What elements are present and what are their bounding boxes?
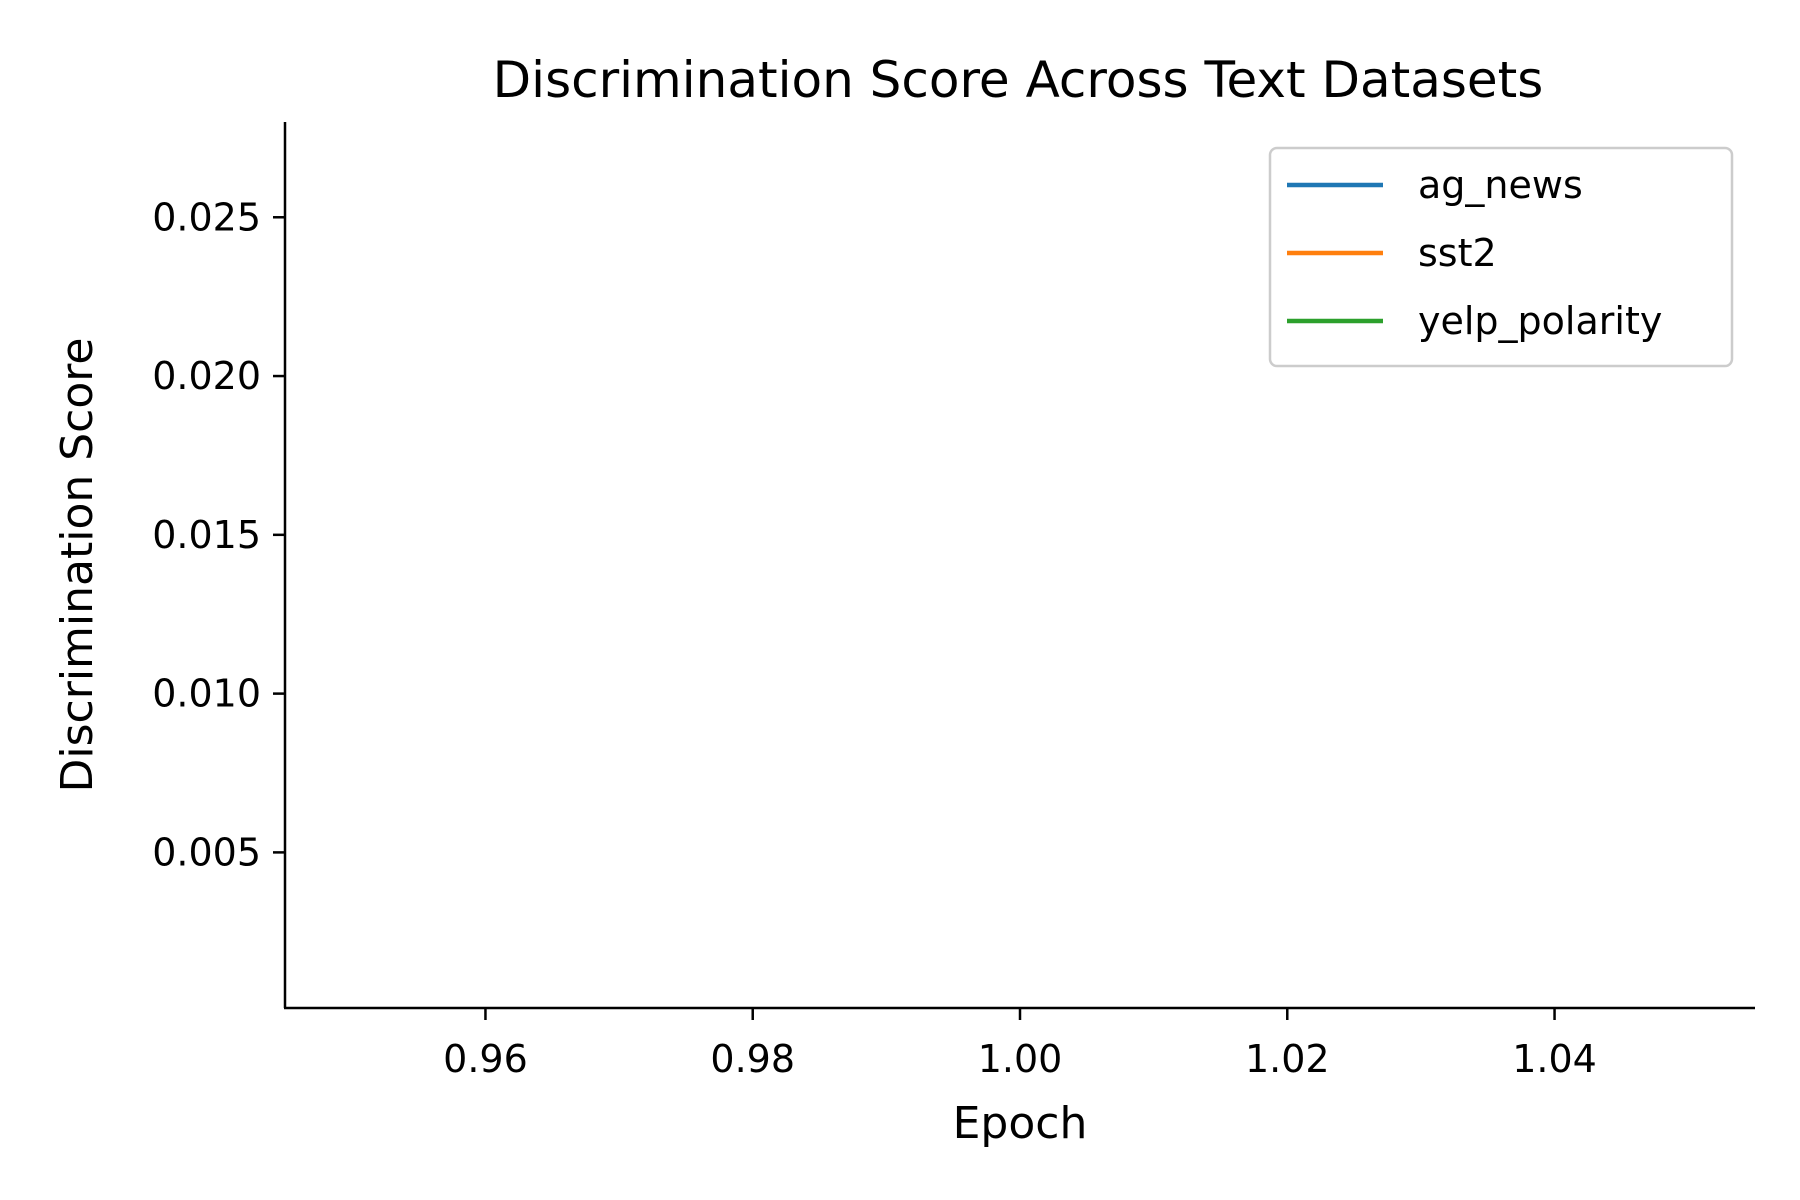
x-tick-label: 1.02	[1245, 1037, 1330, 1081]
legend: ag_news sst2 yelp_polarity	[1268, 146, 1734, 368]
x-axis-ticks: 0.96 0.98 1.00 1.02 1.04	[443, 1008, 1597, 1081]
x-tick-label: 0.96	[443, 1037, 528, 1081]
y-tick-label: 0.020	[152, 354, 261, 398]
legend-label-sst2: sst2	[1418, 231, 1497, 275]
y-tick-label: 0.025	[152, 195, 261, 239]
x-axis-label: Epoch	[953, 1098, 1088, 1149]
y-tick-label: 0.010	[152, 672, 261, 716]
legend-label-yelp_polarity: yelp_polarity	[1418, 299, 1662, 343]
x-tick-label: 0.98	[710, 1037, 795, 1081]
y-tick-label: 0.015	[152, 513, 261, 557]
y-axis-ticks: 0.005 0.010 0.015 0.020 0.025	[152, 195, 285, 874]
x-tick-label: 1.04	[1512, 1037, 1597, 1081]
chart-title: Discrimination Score Across Text Dataset…	[493, 51, 1544, 109]
x-tick-label: 1.00	[978, 1037, 1063, 1081]
legend-label-ag_news: ag_news	[1418, 163, 1583, 207]
legend-box	[1268, 146, 1734, 368]
y-tick-label: 0.005	[152, 830, 261, 874]
y-axis-label: Discrimination Score	[52, 338, 103, 793]
